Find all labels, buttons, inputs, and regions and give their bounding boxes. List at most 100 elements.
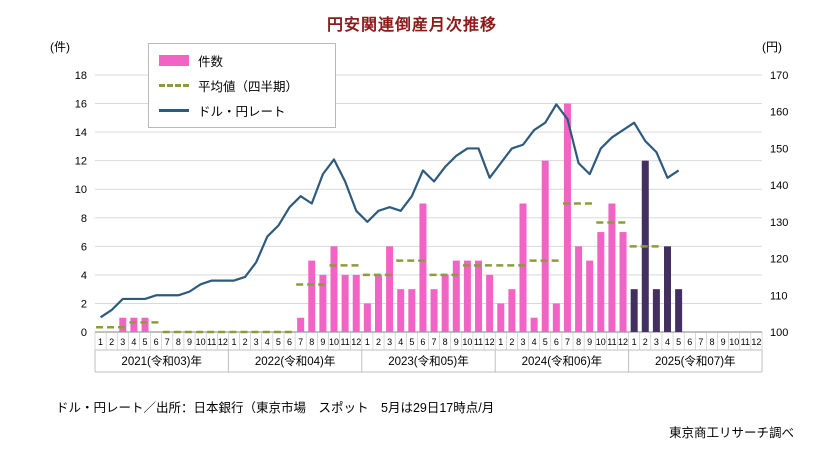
svg-text:110: 110 xyxy=(770,290,788,302)
svg-text:2024(令和06)年: 2024(令和06)年 xyxy=(522,354,603,368)
svg-text:12: 12 xyxy=(751,337,761,347)
svg-text:7: 7 xyxy=(432,337,437,347)
svg-text:7: 7 xyxy=(165,337,170,347)
bar xyxy=(608,203,616,332)
bar xyxy=(575,246,583,332)
svg-text:12: 12 xyxy=(351,337,361,347)
chart-title: 円安関連倒産月次推移 xyxy=(326,17,497,34)
svg-text:14: 14 xyxy=(75,127,87,139)
svg-text:1: 1 xyxy=(365,337,370,347)
bar xyxy=(664,246,672,332)
svg-text:11: 11 xyxy=(607,337,616,347)
svg-text:2022(令和04)年: 2022(令和04)年 xyxy=(255,354,336,368)
svg-text:2: 2 xyxy=(109,337,114,347)
bar xyxy=(452,260,460,332)
x-axis-month-labels: 1 2 3 4 5 6 7 8 9 10 11 12 1 2 3 4 5 6 7 8 9 10 11 12 1 2 3 4 5 6 7 8 9 1… xyxy=(98,337,761,347)
svg-text:8: 8 xyxy=(709,337,714,347)
bar xyxy=(419,203,427,332)
svg-text:6: 6 xyxy=(687,337,692,347)
bar xyxy=(563,103,571,332)
svg-text:100: 100 xyxy=(770,327,788,339)
source-note: ドル・円レート／出所：日本銀行（東京市場 スポット 5月は29日17時点/月 xyxy=(56,401,495,415)
svg-text:16: 16 xyxy=(75,99,87,111)
svg-text:2021(令和03)年: 2021(令和03)年 xyxy=(121,354,202,368)
bar xyxy=(508,289,516,332)
svg-text:2: 2 xyxy=(376,337,381,347)
bar xyxy=(486,274,494,332)
bar xyxy=(652,289,660,332)
svg-text:6: 6 xyxy=(154,337,159,347)
svg-text:6: 6 xyxy=(81,241,87,253)
svg-text:6: 6 xyxy=(420,337,425,347)
svg-text:8: 8 xyxy=(443,337,448,347)
svg-text:8: 8 xyxy=(576,337,581,347)
svg-text:10: 10 xyxy=(196,337,206,347)
bar xyxy=(463,260,471,332)
bar xyxy=(319,274,327,332)
bar xyxy=(308,260,316,332)
x-axis-year-labels: 2021(令和03)年 2022(令和04)年 2023(令和05)年 2024(令和… xyxy=(121,354,735,368)
svg-text:7: 7 xyxy=(565,337,570,347)
svg-text:3: 3 xyxy=(254,337,259,347)
bar xyxy=(619,232,627,332)
svg-text:9: 9 xyxy=(587,337,592,347)
svg-text:10: 10 xyxy=(329,337,339,347)
svg-text:1: 1 xyxy=(231,337,236,347)
svg-text:1: 1 xyxy=(98,337,103,347)
bar xyxy=(119,317,127,332)
svg-text:12: 12 xyxy=(75,156,87,168)
svg-text:8: 8 xyxy=(176,337,181,347)
svg-text:9: 9 xyxy=(187,337,192,347)
svg-text:5: 5 xyxy=(409,337,414,347)
svg-text:4: 4 xyxy=(398,337,403,347)
svg-text:9: 9 xyxy=(721,337,726,347)
svg-text:12: 12 xyxy=(485,337,495,347)
svg-text:1: 1 xyxy=(498,337,503,347)
svg-text:4: 4 xyxy=(665,337,670,347)
svg-text:0: 0 xyxy=(81,327,87,339)
svg-text:10: 10 xyxy=(462,337,472,347)
svg-text:150: 150 xyxy=(770,143,788,155)
svg-text:9: 9 xyxy=(454,337,459,347)
legend-label-bars: 件数 xyxy=(198,55,224,69)
svg-text:6: 6 xyxy=(554,337,559,347)
svg-text:5: 5 xyxy=(543,337,548,347)
svg-text:120: 120 xyxy=(770,254,788,266)
svg-text:2: 2 xyxy=(81,298,87,310)
bar-series-swatch-icon xyxy=(159,55,189,66)
bar xyxy=(586,260,594,332)
bar xyxy=(297,317,305,332)
svg-text:4: 4 xyxy=(81,270,87,282)
bar xyxy=(141,317,149,332)
bar xyxy=(630,289,638,332)
svg-text:12: 12 xyxy=(218,337,228,347)
bar xyxy=(530,317,538,332)
quarterly-average-segments xyxy=(96,202,661,334)
credit-note: 東京商工リサーチ調べ xyxy=(668,426,794,440)
bar xyxy=(519,203,527,332)
svg-text:8: 8 xyxy=(81,213,87,225)
svg-text:2025(令和07)年: 2025(令和07)年 xyxy=(655,354,736,368)
svg-text:5: 5 xyxy=(276,337,281,347)
svg-text:3: 3 xyxy=(520,337,525,347)
svg-text:130: 130 xyxy=(770,217,788,229)
svg-text:7: 7 xyxy=(698,337,703,347)
x-axis-grid xyxy=(94,332,763,373)
bar xyxy=(497,303,505,332)
bar xyxy=(408,289,416,332)
svg-text:10: 10 xyxy=(729,337,739,347)
bar xyxy=(397,289,405,332)
svg-text:2: 2 xyxy=(643,337,648,347)
y-axis-labels-left: 0 2 4 6 8 10 12 14 16 18 xyxy=(75,70,87,339)
rate-series-swatch-icon xyxy=(159,109,189,112)
legend-item-average: 平均値（四半期） xyxy=(159,76,325,95)
svg-text:3: 3 xyxy=(387,337,392,347)
svg-text:170: 170 xyxy=(770,70,788,82)
svg-text:5: 5 xyxy=(676,337,681,347)
right-axis-unit-label: (円) xyxy=(762,40,782,54)
svg-text:10: 10 xyxy=(75,184,87,196)
svg-text:3: 3 xyxy=(654,337,659,347)
bar xyxy=(330,246,338,332)
legend-item-rate: ドル・円レート xyxy=(159,101,325,120)
bar xyxy=(597,232,605,332)
